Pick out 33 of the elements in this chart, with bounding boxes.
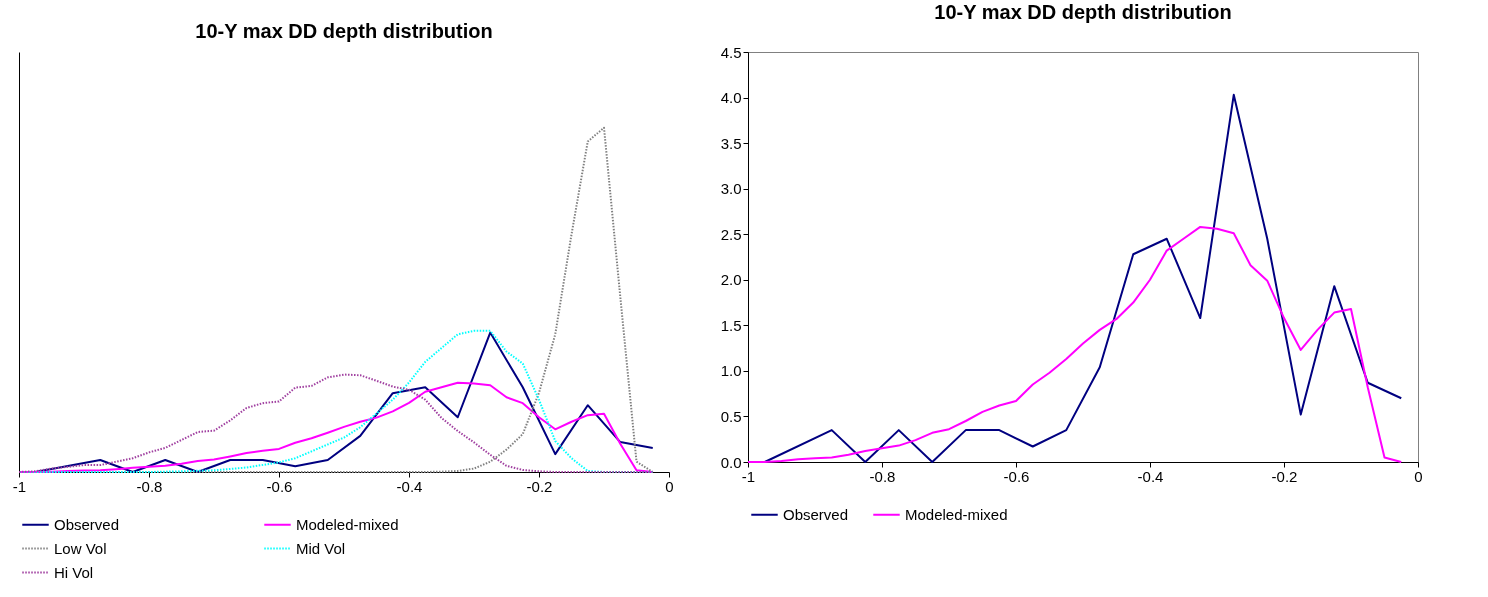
legend-label: Observed <box>783 505 849 523</box>
line-series <box>763 93 1403 463</box>
y-tick-label: 2.5 <box>720 225 742 243</box>
chart-title: 10-Y max DD depth distribution <box>934 1 1232 23</box>
legend-label: Mid Vol <box>296 539 346 557</box>
x-tick-label: -1 <box>741 467 756 485</box>
y-tick-label: 1.5 <box>720 316 742 334</box>
x-tick-label: 0 <box>1414 467 1423 485</box>
x-tick-label: -0.2 <box>526 477 553 495</box>
y-tick-label: 2.0 <box>720 271 742 289</box>
y-tick-label: 3.5 <box>720 134 742 152</box>
x-tick-label: -1 <box>12 477 27 495</box>
y-tick-label: 1.0 <box>720 362 742 380</box>
x-tick-label: -0.2 <box>1271 467 1298 485</box>
legend-label: Modeled-mixed <box>905 505 1008 523</box>
x-tick-label: -0.6 <box>266 477 293 495</box>
line-series <box>747 225 1403 463</box>
chart-title: 10-Y max DD depth distribution <box>195 20 493 42</box>
y-tick-label: 0.0 <box>720 453 742 471</box>
y-tick-label: 4.0 <box>720 89 742 107</box>
x-tick-label: -0.4 <box>396 477 423 495</box>
x-tick-label: -0.6 <box>1003 467 1030 485</box>
x-tick-label: -0.8 <box>136 477 163 495</box>
y-tick-label: 4.5 <box>720 43 742 61</box>
legend-label: Hi Vol <box>54 563 94 581</box>
y-tick-label: 3.0 <box>720 180 742 198</box>
x-tick-label: -0.4 <box>1137 467 1164 485</box>
legend-label: Modeled-mixed <box>296 515 399 533</box>
x-tick-label: 0 <box>665 477 674 495</box>
x-tick-label: -0.8 <box>869 467 896 485</box>
legend-label: Observed <box>54 515 120 533</box>
y-tick-label: 0.5 <box>720 407 742 425</box>
legend-label: Low Vol <box>54 539 107 557</box>
